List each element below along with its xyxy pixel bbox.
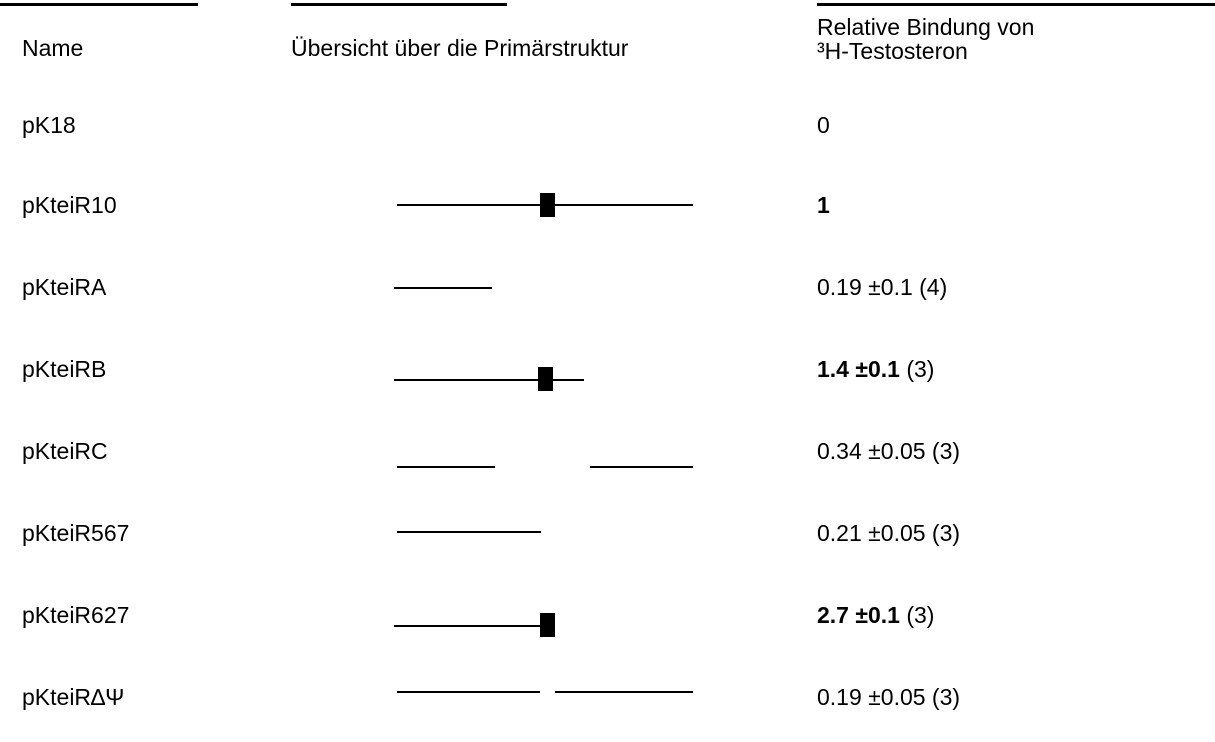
- top-rule-left: [0, 3, 198, 6]
- structure-segment: [397, 691, 540, 693]
- table-row: pK18 0: [0, 105, 1215, 145]
- binding-value-plain: 0.34 ±0.05 (3): [817, 438, 961, 464]
- binding-value-plain: 0.19 ±0.05 (3): [817, 684, 961, 710]
- primary-structure-diagram: [0, 185, 1215, 225]
- structure-segment: [555, 691, 693, 693]
- row-name: pKteiR10: [22, 192, 117, 218]
- header-relative-binding: Relative Bindung von ³H-Testosteron: [817, 15, 1034, 63]
- binding-value-plain: 0.19 ±0.1 (4): [817, 274, 948, 300]
- table-row: pKteiR627 2.7 ±0.1 (3): [0, 595, 1215, 637]
- top-rule-right: [817, 3, 1215, 6]
- table-row: pKteiRA 0.19 ±0.1 (4): [0, 267, 1215, 307]
- table-row: pKteiR10 1: [0, 185, 1215, 225]
- primary-structure-diagram: [0, 349, 1215, 391]
- structure-segment: [397, 466, 495, 468]
- binding-value-plain: (3): [899, 356, 935, 382]
- primary-structure-diagram: [0, 677, 1215, 717]
- binding-value: 1: [817, 193, 830, 217]
- binding-value-bold: 1: [817, 192, 830, 218]
- structure-domain-box: [540, 613, 555, 637]
- table-row: pKteiR∆Ψ 0.19 ±0.05 (3): [0, 677, 1215, 717]
- structure-segment: [590, 466, 693, 468]
- binding-value: 0: [817, 113, 830, 137]
- primary-structure-diagram: [0, 595, 1215, 637]
- binding-value: 0.34 ±0.05 (3): [817, 439, 960, 463]
- binding-value-plain: (3): [899, 602, 935, 628]
- structure-segment: [394, 287, 492, 289]
- row-name: pKteiR567: [22, 520, 130, 546]
- binding-value: 0.19 ±0.05 (3): [817, 685, 960, 709]
- primary-structure-diagram: [0, 431, 1215, 471]
- binding-value-bold: 2.7 ±0.1: [817, 602, 900, 628]
- header-binding-line-1: Relative Bindung von: [817, 14, 1035, 40]
- row-name: pK18: [22, 112, 76, 138]
- row-name: pKteiR627: [22, 602, 130, 628]
- top-rule-middle: [291, 3, 507, 6]
- row-name: pKteiRB: [22, 356, 107, 382]
- primary-structure-diagram: [0, 513, 1215, 553]
- binding-value-plain: 0: [817, 112, 830, 138]
- header-structure-overview: Übersicht über die Primärstruktur: [291, 35, 629, 61]
- binding-value: 0.19 ±0.1 (4): [817, 275, 947, 299]
- primary-structure-diagram: [0, 267, 1215, 307]
- primary-structure-empty: [0, 105, 1215, 145]
- row-name: pKteiRC: [22, 438, 108, 464]
- header-binding-line-2: ³H-Testosteron: [817, 38, 968, 64]
- structure-domain-box: [540, 193, 555, 217]
- structure-segment: [394, 625, 552, 627]
- row-name: pKteiR∆Ψ: [22, 684, 125, 710]
- row-name: pKteiRA: [22, 274, 107, 300]
- binding-value-plain: 0.21 ±0.05 (3): [817, 520, 961, 546]
- binding-value: 1.4 ±0.1 (3): [817, 357, 934, 381]
- table-row: pKteiRC 0.34 ±0.05 (3): [0, 431, 1215, 471]
- structure-segment: [394, 379, 584, 381]
- binding-value: 0.21 ±0.05 (3): [817, 521, 960, 545]
- structure-segment: [397, 531, 541, 533]
- binding-value: 2.7 ±0.1 (3): [817, 603, 934, 627]
- binding-value-bold: 1.4 ±0.1: [817, 356, 900, 382]
- header-name: Name: [22, 35, 84, 61]
- table-row: pKteiR567 0.21 ±0.05 (3): [0, 513, 1215, 553]
- table-row: pKteiRB 1.4 ±0.1 (3): [0, 349, 1215, 391]
- structure-domain-box: [538, 367, 553, 391]
